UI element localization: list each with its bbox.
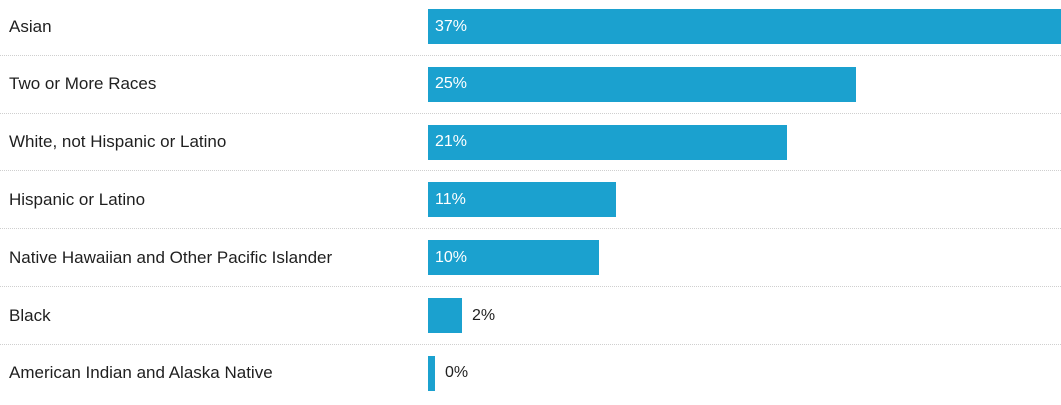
row-divider [0, 112, 1061, 114]
bar [428, 66, 856, 102]
row-divider [0, 286, 1061, 287]
bar-row: Two or More Races 25% [0, 58, 1061, 116]
value-label: 11% [435, 190, 466, 208]
bar [428, 182, 616, 218]
bar-row: American Indian and Alaska Native 0% [0, 347, 1061, 405]
category-label: Two or More Races [9, 74, 157, 94]
value-label: 2% [472, 306, 496, 324]
bar [428, 298, 462, 333]
bar-row: Asian 37% [0, 0, 1061, 58]
bar-row: White, not Hispanic or Latino 21% [0, 116, 1061, 174]
horizontal-bar-chart: Asian 37% Two or More Races 25% White, not H… [0, 0, 1061, 391]
row-divider [0, 54, 1061, 56]
value-label: 10% [435, 248, 468, 266]
bar [428, 124, 787, 160]
category-label: Hispanic or Latino [9, 189, 146, 209]
bar [428, 240, 599, 276]
bar-row: Black 2% [0, 289, 1061, 347]
category-label: White, not Hispanic or Latino [9, 132, 227, 152]
bar-row: Native Hawaiian and Other Pacific Island… [0, 231, 1061, 289]
row-divider [0, 170, 1061, 172]
row-divider [0, 228, 1061, 230]
value-label: 21% [435, 133, 468, 151]
value-label: 0% [445, 364, 469, 382]
category-label: Black [9, 305, 51, 325]
value-label: 25% [435, 75, 468, 93]
category-label: Asian [9, 16, 52, 36]
bar [428, 9, 1061, 44]
category-label: Native Hawaiian and Other Pacific Island… [9, 247, 333, 267]
value-label: 37% [435, 17, 468, 35]
bar-row: Hispanic or Latino 11% [0, 173, 1061, 231]
bar [428, 355, 435, 391]
row-divider [0, 343, 1061, 345]
category-label: American Indian and Alaska Native [9, 363, 273, 383]
